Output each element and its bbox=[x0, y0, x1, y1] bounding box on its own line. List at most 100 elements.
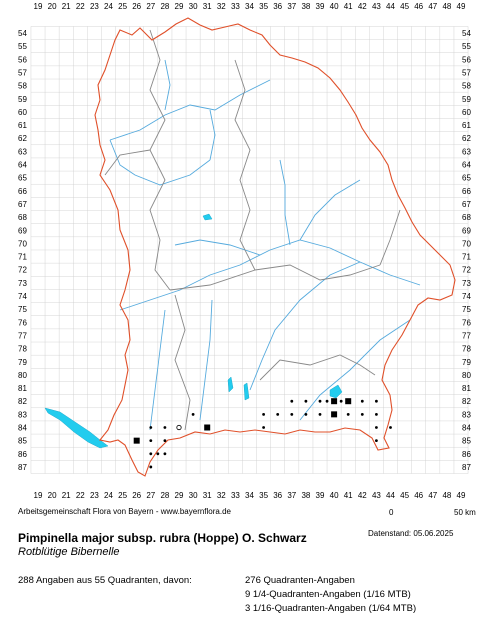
left-row-number: 72 bbox=[18, 266, 27, 275]
right-row-number: 84 bbox=[462, 424, 471, 433]
right-row-number: 79 bbox=[462, 358, 471, 367]
scale-end-label: 50 km bbox=[454, 508, 476, 517]
lake-brombach bbox=[202, 213, 213, 221]
top-col-number: 24 bbox=[104, 2, 113, 11]
right-grid-numbers: 54 55 56 57 58 59 60 61 62 63 64 65 66 67 68 69 70 71 72 73… bbox=[462, 29, 471, 472]
right-row-number: 75 bbox=[462, 305, 471, 314]
left-row-number: 81 bbox=[18, 384, 27, 393]
occurrence-dot bbox=[149, 426, 153, 429]
river-regen bbox=[299, 179, 361, 241]
top-col-number: 27 bbox=[146, 2, 155, 11]
left-row-number: 59 bbox=[18, 95, 27, 104]
bottom-col-number: 24 bbox=[104, 491, 113, 500]
right-row-number: 80 bbox=[462, 371, 471, 380]
top-col-number: 22 bbox=[76, 2, 85, 11]
lake-chiemsee bbox=[329, 384, 343, 399]
left-row-number: 84 bbox=[18, 424, 27, 433]
occurrence-dot bbox=[262, 412, 265, 416]
right-row-number: 87 bbox=[462, 463, 471, 472]
right-row-number: 66 bbox=[462, 187, 471, 196]
river-main bbox=[109, 79, 271, 141]
occurrence-dot bbox=[290, 399, 294, 403]
right-row-number: 57 bbox=[462, 68, 471, 77]
occurrence-dot bbox=[375, 426, 378, 429]
occurrence-dot bbox=[262, 426, 265, 429]
lakes bbox=[44, 213, 343, 449]
right-row-number: 74 bbox=[462, 292, 471, 301]
right-row-number: 60 bbox=[462, 108, 471, 117]
occurrence-dot bbox=[149, 452, 153, 456]
bottom-grid-numbers: 19 20 21 22 23 24 25 26 27 28 29 30 31 32 33 34 35 36 37 38… bbox=[34, 491, 466, 500]
lake-starnberg bbox=[243, 382, 250, 401]
left-row-number: 74 bbox=[18, 292, 27, 301]
top-col-number: 44 bbox=[386, 2, 395, 11]
right-row-number: 73 bbox=[462, 279, 471, 288]
bottom-col-number: 37 bbox=[287, 491, 296, 500]
bottom-col-number: 32 bbox=[217, 491, 226, 500]
left-row-number: 65 bbox=[18, 174, 27, 183]
top-col-number: 49 bbox=[457, 2, 466, 11]
right-row-number: 55 bbox=[462, 42, 471, 51]
left-row-number: 61 bbox=[18, 121, 27, 130]
right-row-number: 56 bbox=[462, 55, 471, 64]
right-row-number: 78 bbox=[462, 345, 471, 354]
occurrence-dot bbox=[304, 399, 308, 403]
top-col-number: 23 bbox=[90, 2, 99, 11]
left-row-number: 54 bbox=[18, 29, 27, 38]
river-isar bbox=[249, 261, 361, 391]
occurrence-dot bbox=[325, 399, 329, 403]
bottom-col-number: 22 bbox=[76, 491, 85, 500]
right-row-number: 82 bbox=[462, 397, 471, 406]
right-row-number: 77 bbox=[462, 331, 471, 340]
map-grid bbox=[30, 26, 469, 474]
right-row-number: 62 bbox=[462, 134, 471, 143]
left-row-number: 58 bbox=[18, 82, 27, 91]
stats-line-1: 276 Quadranten-Angaben bbox=[245, 575, 355, 586]
bottom-col-number: 36 bbox=[273, 491, 282, 500]
state-border bbox=[94, 17, 456, 477]
bottom-col-number: 21 bbox=[62, 491, 71, 500]
left-row-number: 62 bbox=[18, 134, 27, 143]
occurrence-dot bbox=[191, 412, 195, 416]
bottom-col-number: 33 bbox=[231, 491, 240, 500]
top-col-number: 28 bbox=[160, 2, 169, 11]
bottom-col-number: 25 bbox=[118, 491, 127, 500]
river-regnitz bbox=[209, 109, 216, 161]
bottom-col-number: 44 bbox=[386, 491, 395, 500]
top-col-number: 36 bbox=[273, 2, 282, 11]
right-row-number: 61 bbox=[462, 121, 471, 130]
occurrence-dot bbox=[149, 439, 153, 443]
bottom-col-number: 23 bbox=[90, 491, 99, 500]
bottom-col-number: 34 bbox=[245, 491, 254, 500]
data-date: Datenstand: 05.06.2025 bbox=[368, 529, 454, 538]
occurrence-markers bbox=[133, 398, 392, 469]
river-altmuehl bbox=[174, 239, 261, 256]
occurrence-dot bbox=[163, 439, 167, 443]
occurrence-circle bbox=[176, 424, 182, 431]
right-row-number: 68 bbox=[462, 213, 471, 222]
top-col-number: 43 bbox=[372, 2, 381, 11]
occurrence-dot bbox=[346, 412, 350, 416]
right-row-number: 54 bbox=[462, 29, 471, 38]
occurrence-dot bbox=[360, 412, 364, 416]
top-col-number: 33 bbox=[231, 2, 240, 11]
river-main-south bbox=[109, 139, 211, 186]
right-row-number: 71 bbox=[462, 253, 471, 262]
bottom-col-number: 30 bbox=[189, 491, 198, 500]
right-row-number: 81 bbox=[462, 384, 471, 393]
top-col-number: 46 bbox=[414, 2, 423, 11]
bottom-col-number: 43 bbox=[372, 491, 381, 500]
left-row-number: 64 bbox=[18, 161, 27, 170]
left-row-number: 69 bbox=[18, 226, 27, 235]
species-common-name: Rotblütige Bibernelle bbox=[18, 546, 120, 558]
right-row-number: 86 bbox=[462, 450, 471, 459]
top-col-number: 48 bbox=[442, 2, 451, 11]
left-row-number: 70 bbox=[18, 239, 27, 248]
scale-zero-label: 0 bbox=[389, 508, 394, 517]
top-col-number: 30 bbox=[189, 2, 198, 11]
top-col-number: 20 bbox=[48, 2, 57, 11]
occurrence-square bbox=[133, 437, 140, 444]
bottom-col-number: 31 bbox=[203, 491, 212, 500]
river-saale bbox=[164, 59, 171, 111]
left-row-number: 80 bbox=[18, 371, 27, 380]
